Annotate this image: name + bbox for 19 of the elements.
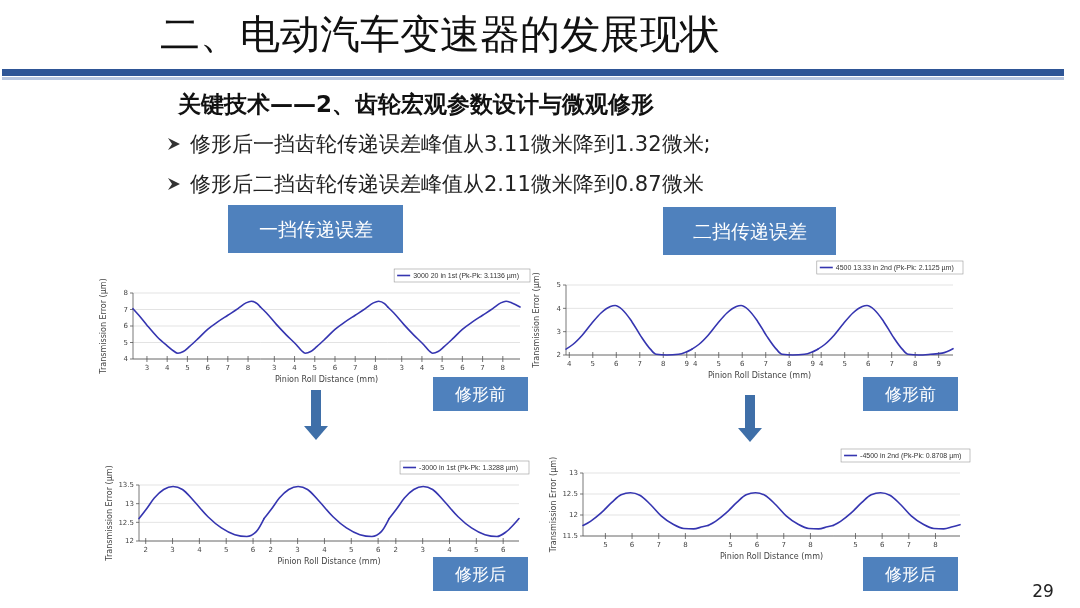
text: 修形后二挡齿轮传递误差峰值从2.11微米降到0.87微米 [190, 172, 704, 196]
x-axis-title: Pinion Roll Distance (mm) [274, 375, 379, 384]
text: 修形后 [455, 564, 506, 585]
text: 修形后 [885, 564, 936, 585]
chart-title: 一挡传递误差 [258, 217, 373, 240]
y-axis-title: Transmission Error (µm) [532, 272, 541, 369]
y-axis-title: Transmission Error (µm) [105, 465, 114, 562]
y-axis-title: Transmission Error (µm) [549, 456, 558, 554]
text: 关键技术——2、齿轮宏观参数设计与微观修形 [177, 91, 655, 117]
text: 修形前 [455, 384, 506, 405]
y-axis-title: Transmission Error (µm) [99, 278, 108, 375]
x-axis-title: Pinion Roll Distance (mm) [719, 552, 824, 561]
chart-title: 二挡传递误差 [692, 219, 807, 242]
text: 修形后一挡齿轮传递误差峰值从3.11微米降到1.32微米; [190, 132, 711, 156]
text: 29 [1032, 581, 1054, 601]
x-axis-title: Pinion Roll Distance (mm) [277, 557, 381, 566]
x-axis-title: Pinion Roll Distance (mm) [707, 371, 812, 380]
text: 二、电动汽车变速器的发展现状 [160, 11, 720, 57]
text: 修形前 [885, 384, 936, 405]
